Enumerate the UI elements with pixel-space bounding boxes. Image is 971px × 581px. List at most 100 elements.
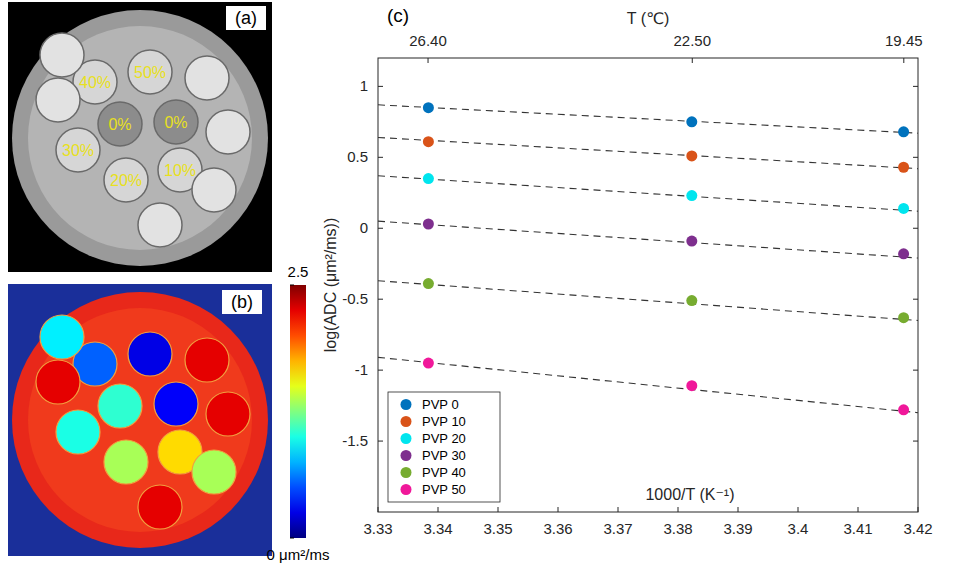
vial	[56, 128, 100, 172]
data-point	[898, 404, 909, 415]
data-point	[686, 295, 697, 306]
adc-region	[40, 315, 84, 359]
legend-marker	[401, 399, 412, 410]
y-tick	[378, 157, 383, 158]
colorbar-label: 0 μm²/ms	[267, 546, 330, 563]
colorbar-label: 2.5	[288, 263, 309, 280]
x-tick-label: 3.39	[723, 520, 752, 537]
y-tick-label: -0.5	[342, 290, 368, 307]
panel-a: 40%50%0%0%30%20%10%(a)	[8, 2, 272, 272]
legend-label: PVP 40	[422, 465, 466, 480]
x-tick-label: 3.34	[423, 520, 452, 537]
vial	[40, 33, 84, 77]
legend-marker	[401, 416, 412, 427]
vial	[138, 203, 182, 247]
top-tick-label: 26.40	[409, 32, 447, 49]
phantom-inner	[28, 26, 252, 250]
y-tick	[913, 157, 918, 158]
panel-letter: (b)	[231, 292, 253, 312]
x-tick	[558, 507, 559, 512]
data-point	[423, 102, 434, 113]
legend-box	[388, 392, 500, 502]
panel-letter: (c)	[387, 5, 409, 26]
top-tick-label: 19.45	[885, 32, 923, 49]
x-tick	[678, 507, 679, 512]
y-tick	[378, 86, 383, 87]
vial-label: 30%	[62, 142, 94, 159]
adc-region	[128, 332, 172, 376]
plot-frame	[378, 58, 918, 512]
letter-patch	[222, 290, 262, 314]
adc-region	[185, 338, 229, 382]
adc-region	[98, 384, 142, 428]
x-tick-label: 3.42	[903, 520, 932, 537]
y-tick	[378, 441, 383, 442]
x-tick	[618, 507, 619, 512]
panel-c: 3.333.343.353.363.373.383.393.43.413.42-…	[322, 5, 933, 537]
y-tick	[378, 299, 383, 300]
legend: PVP 0PVP 10PVP 20PVP 30PVP 40PVP 50	[388, 392, 500, 502]
adc-region	[154, 382, 198, 426]
y-tick	[913, 228, 918, 229]
fit-line	[378, 137, 918, 168]
y-tick-label: 0.5	[347, 148, 368, 165]
legend-marker	[401, 433, 412, 444]
fit-line	[378, 221, 918, 258]
vial-label: 50%	[134, 64, 166, 81]
vial-label: 20%	[110, 172, 142, 189]
y-tick	[378, 370, 383, 371]
x-tick-label: 3.33	[363, 520, 392, 537]
y-tick	[913, 441, 918, 442]
legend-marker	[401, 484, 412, 495]
fit-line	[378, 105, 918, 133]
x-tick	[498, 507, 499, 512]
phantom-disc	[12, 10, 268, 266]
data-point	[686, 116, 697, 127]
legend-marker	[401, 467, 412, 478]
y-tick-label: 1	[360, 77, 368, 94]
adc-region	[138, 485, 182, 529]
vial	[185, 56, 229, 100]
letter-patch	[226, 6, 266, 30]
vial	[98, 102, 142, 146]
x-tick-label: 3.37	[603, 520, 632, 537]
x-tick	[738, 507, 739, 512]
data-point	[898, 126, 909, 137]
vial	[36, 78, 80, 122]
legend-label: PVP 30	[422, 448, 466, 463]
y-axis-title: log(ADC (μm²/ms))	[322, 218, 339, 353]
colorbar	[290, 285, 306, 538]
phantom-disc	[12, 292, 268, 548]
phantom-inner	[28, 308, 252, 532]
data-point	[686, 150, 697, 161]
marks	[378, 102, 918, 415]
top-tick	[692, 58, 693, 63]
adc-region	[104, 440, 148, 484]
x-tick	[858, 507, 859, 512]
y-tick-label: -1	[355, 361, 368, 378]
vial-label: 0%	[108, 116, 131, 133]
data-point	[423, 358, 434, 369]
x-tick-label: 3.38	[663, 520, 692, 537]
top-tick	[903, 58, 904, 63]
data-point	[686, 380, 697, 391]
y-tick	[913, 86, 918, 87]
y-tick	[913, 299, 918, 300]
colorbar-tick	[290, 538, 294, 539]
y-tick	[913, 370, 918, 371]
vial-label: 10%	[164, 162, 196, 179]
data-point	[423, 218, 434, 229]
x-tick-label: 3.41	[843, 520, 872, 537]
data-point	[423, 136, 434, 147]
data-point	[898, 248, 909, 259]
colorbar-tick	[290, 285, 294, 286]
legend-label: PVP 0	[422, 397, 459, 412]
vial	[104, 158, 148, 202]
vial-label: 40%	[79, 74, 111, 91]
data-point	[423, 173, 434, 184]
image-background	[8, 2, 272, 272]
figure: 40%50%0%0%30%20%10%(a)(b)0 μm²/ms2.53.33…	[0, 0, 971, 581]
data-point	[898, 312, 909, 323]
vial	[206, 110, 250, 154]
x-tick	[438, 507, 439, 512]
